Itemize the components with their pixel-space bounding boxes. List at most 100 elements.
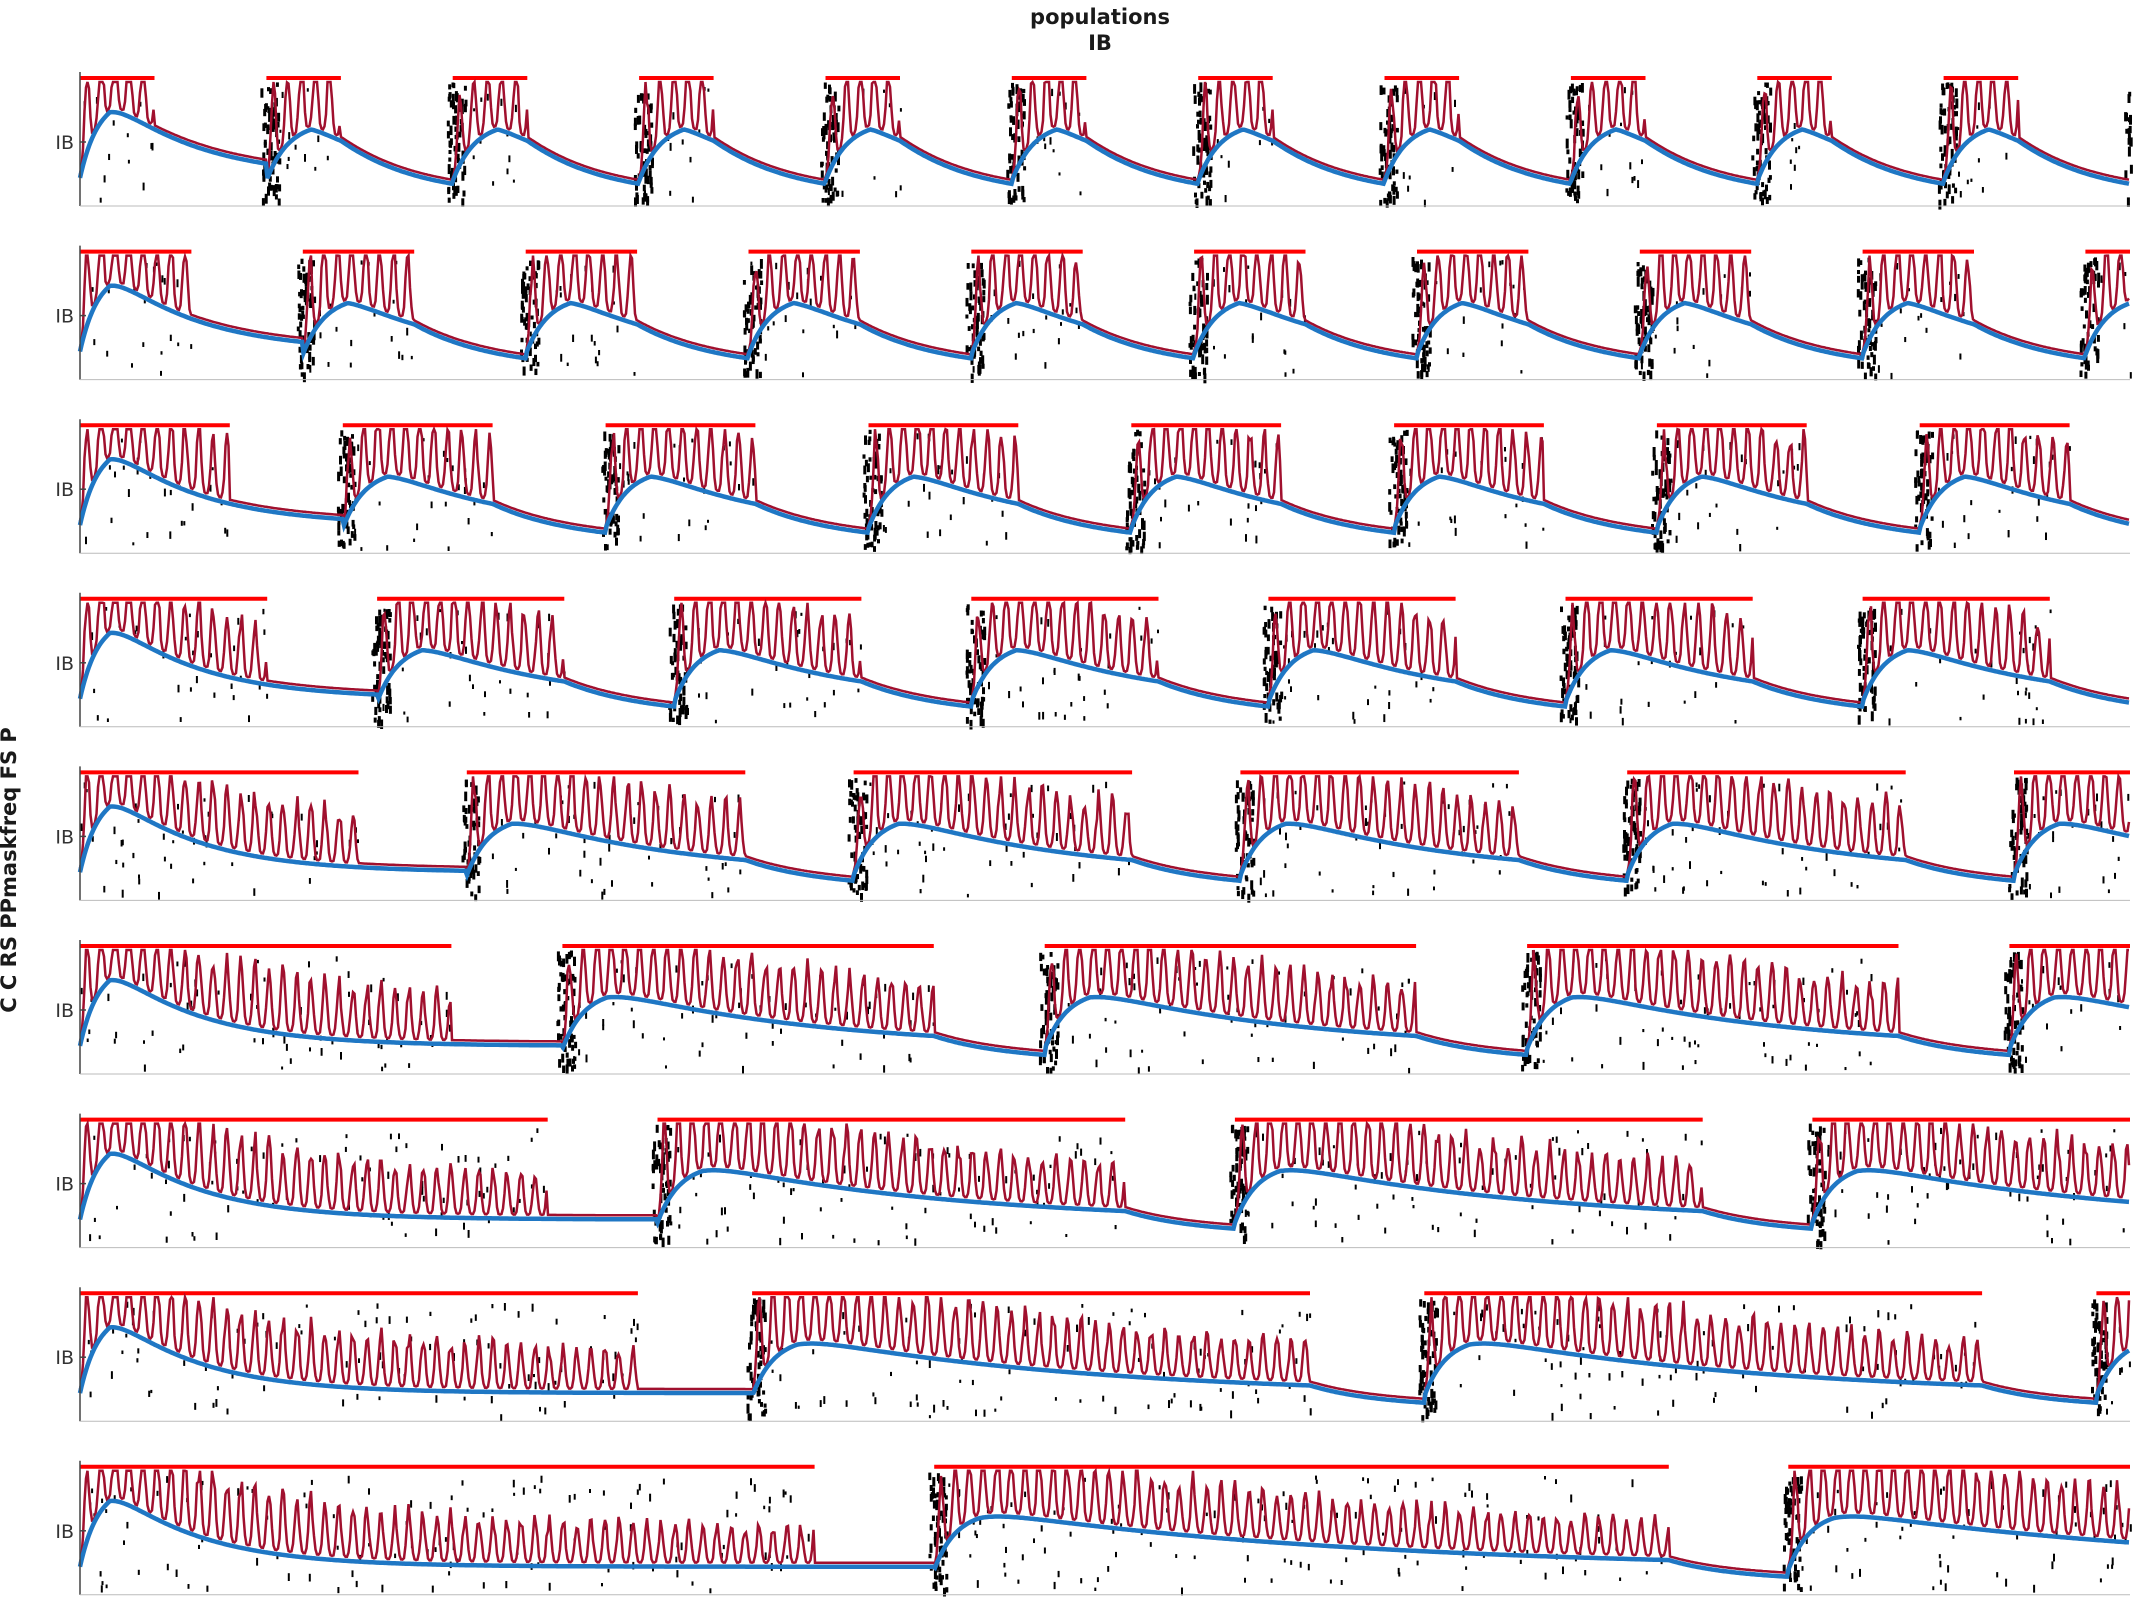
spike-mark [346, 526, 350, 535]
spike-mark [1595, 1004, 1598, 1012]
spike-mark [759, 1360, 763, 1367]
spike-mark [518, 1198, 521, 1203]
spike-mark [1128, 501, 1132, 509]
spike-mark [608, 433, 612, 442]
spike-mark [163, 856, 166, 862]
spike-mark [520, 303, 524, 310]
spike-mark [1660, 435, 1664, 440]
spike-mark [1194, 260, 1198, 265]
spike-mark [908, 1053, 911, 1062]
spike-mark [1263, 666, 1267, 671]
spike-mark [180, 520, 183, 526]
spike-mark [1331, 637, 1334, 645]
spike-mark [1821, 1229, 1825, 1237]
spike-mark [549, 678, 551, 686]
spike-mark [514, 867, 517, 871]
spike-mark [1801, 857, 1804, 861]
spike-mark [1636, 262, 1640, 267]
spike-mark [1640, 355, 1644, 364]
spike-mark [450, 1495, 453, 1501]
spike-mark [676, 715, 680, 725]
spike-mark [281, 1066, 284, 1070]
spike-mark [1652, 496, 1656, 502]
spike-mark [1206, 272, 1209, 281]
spike-mark [2040, 1129, 2043, 1133]
spike-mark [99, 1571, 102, 1577]
spike-mark [2126, 197, 2130, 207]
spike-mark [704, 525, 707, 531]
spike-mark [1423, 199, 1426, 208]
spike-mark [934, 1586, 938, 1592]
spike-mark [864, 812, 868, 819]
spike-mark [2092, 1349, 2096, 1356]
spike-mark [779, 1374, 782, 1382]
spike-mark [2100, 275, 2103, 283]
spike-mark [1390, 456, 1394, 463]
spike-mark [106, 718, 109, 723]
spike-mark [1977, 102, 1980, 111]
spike-mark [1188, 301, 1192, 307]
spike-mark [1334, 1223, 1337, 1228]
spike-mark [231, 1373, 234, 1379]
spike-mark [1568, 157, 1572, 164]
spike-mark [602, 465, 606, 470]
spike-mark [477, 816, 481, 821]
spike-mark [1667, 453, 1670, 463]
spike-mark [1427, 1397, 1431, 1402]
spike-mark [107, 289, 110, 294]
spike-mark [1266, 672, 1270, 682]
spike-mark [608, 834, 611, 842]
spike-mark [974, 315, 978, 321]
spike-mark [306, 88, 309, 92]
spike-mark [1434, 1310, 1436, 1319]
spike-mark [1331, 889, 1334, 893]
spike-mark [1934, 1142, 1937, 1151]
spike-mark [843, 1165, 846, 1174]
spike-mark [2079, 341, 2083, 348]
spike-mark [1672, 1399, 1675, 1407]
spike-mark [701, 1042, 704, 1048]
spike-mark [1238, 1129, 1242, 1136]
spike-mark [1399, 517, 1403, 524]
spike-mark [2018, 717, 2021, 725]
spike-mark [562, 958, 566, 968]
spike-mark [1819, 1208, 1823, 1218]
spike-mark [1199, 1348, 1202, 1356]
spike-mark [1202, 368, 1206, 375]
spike-mark [404, 1233, 407, 1237]
spike-mark [682, 696, 686, 705]
spike-mark [1664, 487, 1668, 493]
spike-mark [1833, 869, 1836, 877]
spike-mark [1316, 805, 1319, 811]
spike-mark [973, 698, 977, 705]
spike-mark [1715, 503, 1718, 508]
spike-mark [1131, 489, 1135, 496]
spike-mark [1771, 1056, 1774, 1064]
spike-mark [1135, 475, 1139, 482]
spike-mark [267, 106, 270, 114]
spike-mark [364, 1320, 367, 1328]
spike-mark [336, 1545, 339, 1550]
spike-mark [461, 641, 463, 645]
spike-mark [1009, 115, 1013, 120]
spike-mark [799, 1139, 802, 1146]
spike-mark [1622, 812, 1626, 820]
spike-mark [2023, 812, 2027, 819]
spike-mark [1920, 453, 1924, 460]
spike-mark [456, 185, 460, 194]
spike-mark [572, 1034, 576, 1039]
spike-mark [669, 142, 672, 151]
spike-mark [1000, 1396, 1003, 1401]
spike-mark [1216, 439, 1219, 444]
spike-mark [441, 1143, 443, 1151]
spike-mark [410, 1500, 413, 1508]
spike-mark [1898, 847, 1901, 852]
spike-mark [1926, 489, 1930, 497]
spike-mark [1859, 260, 1863, 265]
spike-mark [1130, 1308, 1133, 1313]
spike-mark [1813, 1146, 1817, 1155]
spike-mark [528, 712, 531, 718]
spike-mark [544, 1407, 547, 1415]
spike-mark [373, 312, 376, 317]
spike-mark [1021, 185, 1025, 196]
